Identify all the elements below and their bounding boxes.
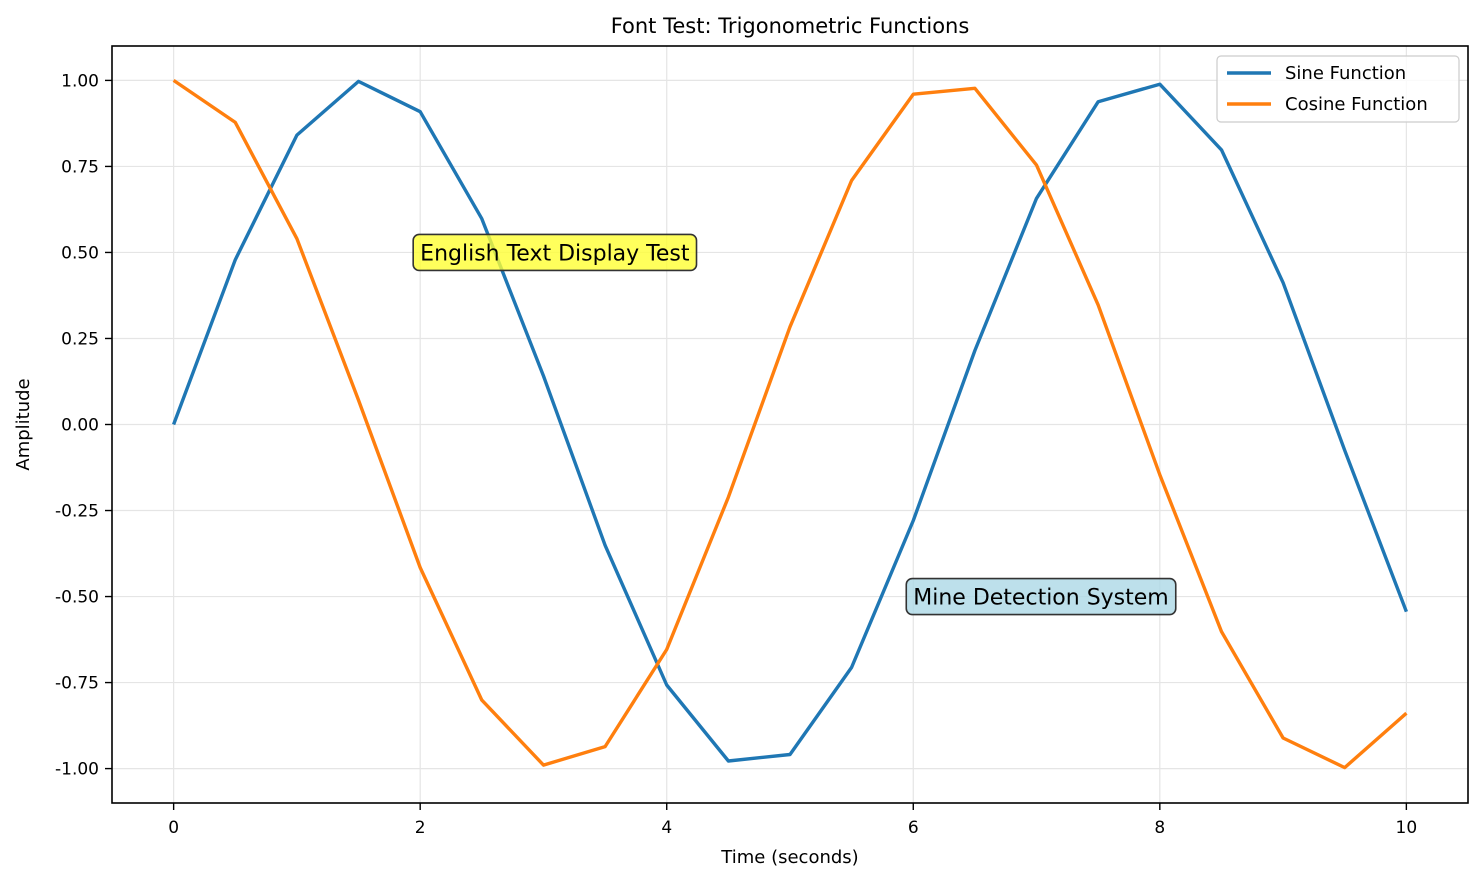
legend: Sine Function Cosine Function [1216,55,1460,123]
y-tick-label: -0.25 [55,502,99,522]
legend-label: Sine Function [1285,63,1406,84]
x-tick-label: 4 [661,818,672,838]
series-line-sine [172,79,1408,763]
legend-frame [1216,55,1460,123]
y-tick-label: -0.75 [55,674,99,694]
y-tick-label: 1.00 [61,71,99,91]
y-tick-label: -1.00 [55,760,99,780]
annotation-background [412,233,698,272]
series-line-cosine [172,78,1408,770]
x-tick-label: 8 [1154,818,1165,838]
y-tick-label: 0.75 [61,157,99,177]
x-tick-label: 2 [415,818,426,838]
annotation-box: Mine Detection System [905,577,1177,616]
y-tick-label: -0.50 [55,588,99,608]
axis-ticks: 0 2 4 6 8 10 1.00 0.75 0.50 0.25 0.00 -0.25 -0.50 -0.… [55,71,1417,838]
x-tick-label: 6 [908,818,919,838]
annotations: English Text Display Test Mine Detection … [412,233,1177,616]
annotation-text: English Text Display Test [420,241,690,266]
x-tick-label: 0 [168,818,179,838]
x-axis-title: Time (seconds) [720,847,858,868]
annotation-box: English Text Display Test [412,233,698,272]
legend-entry: Sine Function [1227,63,1406,84]
legend-entry: Cosine Function [1227,94,1428,115]
series-lines [172,78,1408,770]
annotation-background [905,577,1177,616]
x-tick-label: 10 [1396,818,1418,838]
y-tick-label: 0.00 [61,416,99,436]
y-tick-label: 0.50 [61,243,99,263]
chart-title: Font Test: Trigonometric Functions [611,14,970,38]
legend-label: Cosine Function [1285,94,1428,115]
y-axis-title: Amplitude [13,378,34,470]
annotation-text: Mine Detection System [913,586,1168,611]
y-tick-label: 0.25 [61,329,99,349]
grid [112,46,1468,803]
